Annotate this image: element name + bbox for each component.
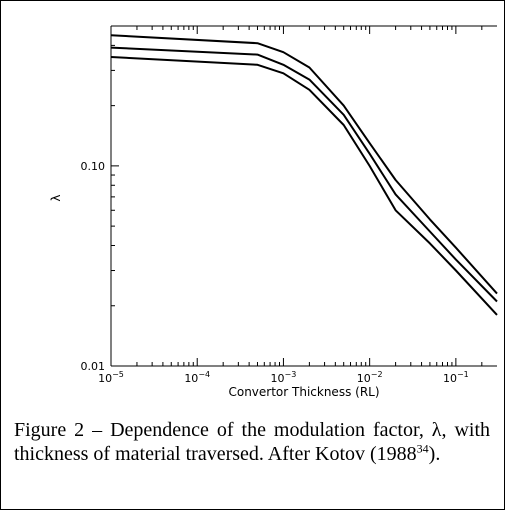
x-tick-exponent: −3 [285,370,297,379]
x-axis-title: Convertor Thickness (RL) [228,385,379,399]
plot-axes [110,25,497,367]
x-tick-exponent: −2 [371,370,383,379]
series-line-1 [110,34,498,295]
x-tick-label: 10−2 [357,370,383,385]
x-tick-exponent: −5 [112,370,124,379]
caption-text: Figure 2 – Dependence of the modulation … [14,419,490,465]
x-tick-exponent: −1 [457,370,469,379]
x-tick-base: 10 [98,372,112,385]
y-tick-label: 0.10 [81,160,106,173]
y-axis-title: λ [49,194,63,201]
series-lines [110,34,498,316]
x-tick-base: 10 [271,372,285,385]
x-tick-base: 10 [184,372,198,385]
x-tick-label: 10−3 [271,370,297,385]
y-tick-label: 0.01 [81,360,106,373]
x-tick-label: 10−4 [184,370,210,385]
tick-labels: 10−5 10−4 10−3 10−2 10−10.010.10 [81,160,469,385]
axis-ticks [110,25,483,367]
x-tick-base: 10 [443,372,457,385]
x-tick-exponent: −4 [198,370,210,379]
series-line-2 [110,46,498,303]
x-tick-base: 10 [357,372,371,385]
figure-caption: Figure 2 – Dependence of the modulation … [14,418,490,466]
caption-reference: 34 [416,441,429,456]
x-tick-label: 10−1 [443,370,469,385]
x-tick-label: 10−5 [98,370,124,385]
series-line-3 [110,56,498,316]
caption-end: ). [428,443,441,465]
